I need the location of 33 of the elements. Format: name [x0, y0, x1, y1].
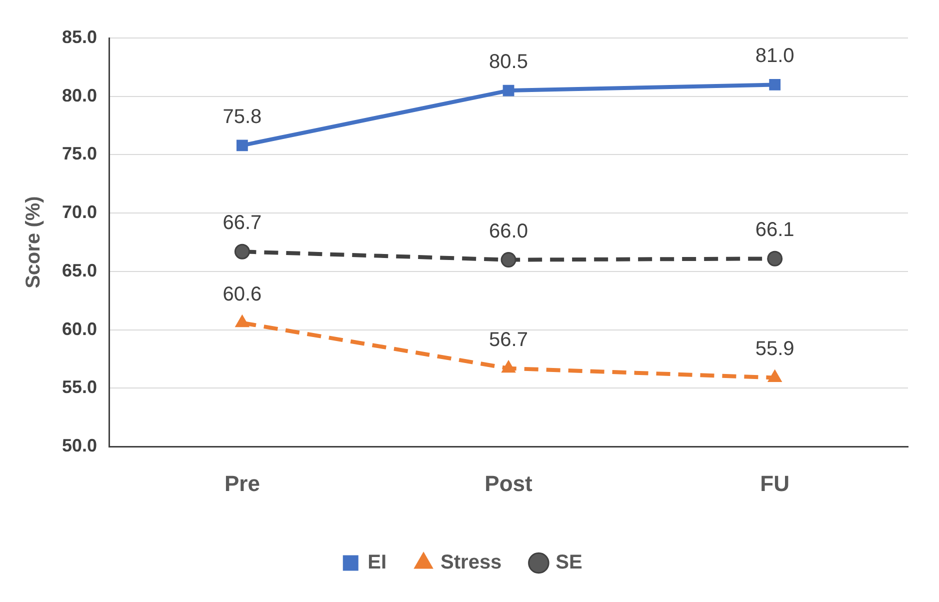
point — [235, 315, 250, 328]
y-axis-title: Score (%) — [22, 196, 45, 288]
point — [234, 244, 250, 260]
point — [768, 370, 782, 382]
x-tick-label: Post — [484, 470, 534, 496]
y-tick-label: 80.0 — [62, 85, 98, 106]
y-tick-label: 75.0 — [62, 144, 98, 164]
point — [500, 252, 516, 268]
y-tick-label: 65.0 — [62, 260, 98, 280]
data-label: 66.1 — [755, 219, 794, 242]
y-tick-label: 85.0 — [62, 26, 98, 47]
y-tick-label: 50.0 — [62, 436, 98, 456]
data-label: 56.7 — [489, 328, 528, 351]
data-label: 55.9 — [755, 338, 794, 360]
y-tick-label: 55.0 — [62, 377, 98, 398]
data-label: 60.6 — [222, 283, 262, 306]
data-label: 66.0 — [489, 220, 528, 242]
y-tick-label: 60.0 — [62, 318, 98, 339]
y-tick-label: 70.0 — [62, 202, 98, 222]
data-label: 80.5 — [489, 51, 528, 74]
point — [502, 84, 514, 96]
x-tick-label: FU — [760, 470, 790, 496]
legend-label: SE — [556, 552, 582, 574]
legend-label: Stress — [440, 552, 502, 574]
data-label: 81.0 — [755, 45, 794, 68]
point — [502, 360, 516, 373]
legend-label: EI — [368, 552, 387, 574]
point — [236, 140, 248, 152]
point — [769, 79, 781, 90]
data-label: 75.8 — [222, 106, 262, 128]
data-label: 66.7 — [222, 212, 262, 234]
point — [767, 250, 783, 266]
x-tick-label: Pre — [224, 470, 260, 496]
